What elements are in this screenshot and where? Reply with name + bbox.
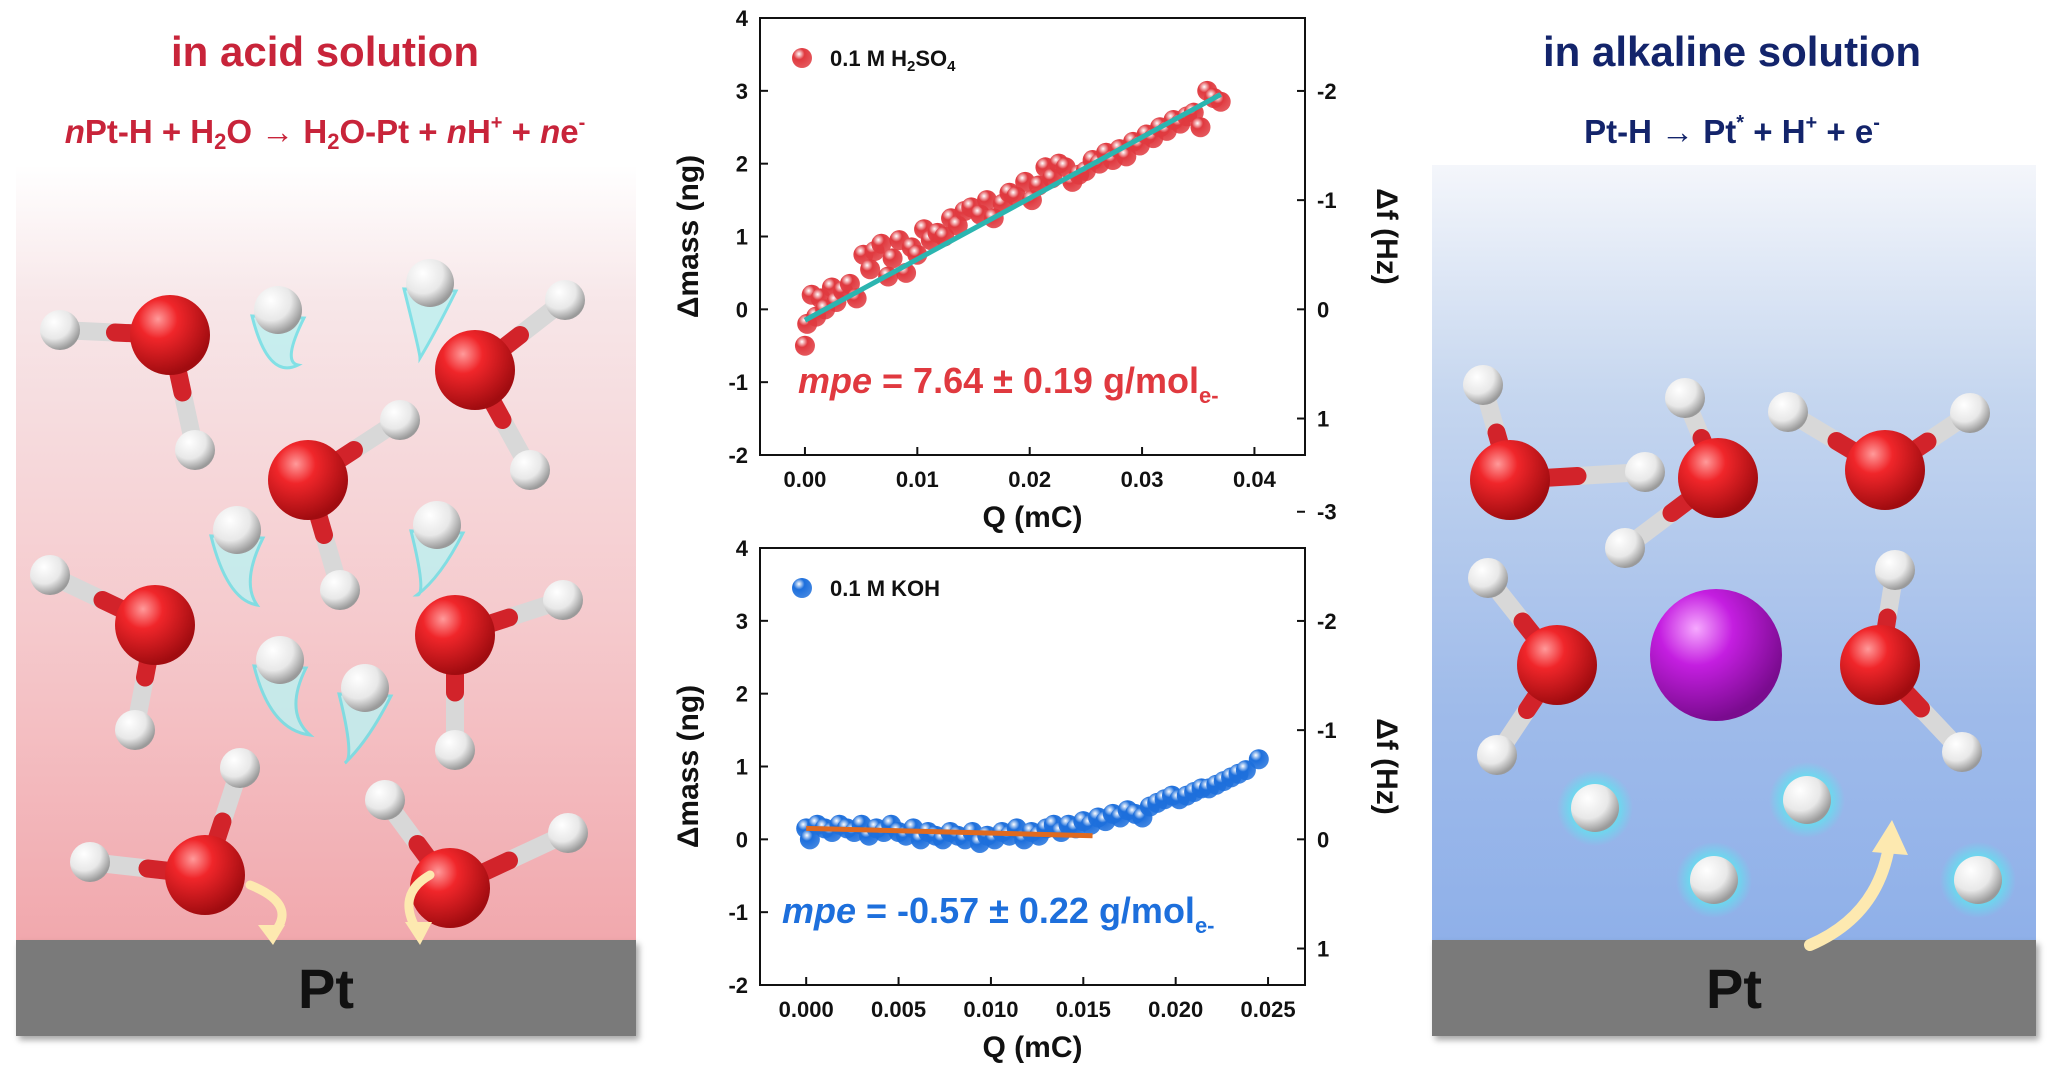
y-tick-label: 1 — [736, 225, 748, 250]
y-tick-label: 3 — [736, 79, 748, 104]
data-point — [860, 259, 881, 280]
alkaline-pt-electrode: Pt — [1432, 940, 2036, 1036]
water-molecule — [1468, 558, 1597, 775]
y-tick-label: 2 — [736, 682, 748, 707]
legend-marker — [792, 48, 812, 68]
hydronium-proton — [337, 664, 394, 765]
water-molecule — [1768, 392, 1990, 510]
y-tick-label: -2 — [728, 443, 748, 468]
acid-panel-title: in acid solution — [170, 28, 479, 75]
x-tick-label: 0.000 — [779, 997, 834, 1022]
data-point — [882, 248, 903, 269]
y2-axis-label: Δf (Hz) — [1370, 188, 1403, 285]
data-point — [1190, 117, 1211, 138]
water-molecule — [415, 580, 583, 770]
proton — [1769, 762, 1845, 838]
proton — [1940, 842, 2016, 918]
y2-axis-label: Δf (Hz) — [1370, 718, 1403, 815]
alkaline-solution-scene — [1432, 165, 2036, 940]
x-tick-label: 0.02 — [1008, 467, 1051, 492]
water-molecule — [268, 400, 420, 610]
y2-tick-label: -2 — [1317, 609, 1337, 634]
alkaline-reaction-equation: Pt-H → Pt* + H+ + e- — [1584, 112, 1880, 150]
y-tick-label: 0 — [736, 827, 748, 852]
h2so4-mpe-annotation: mpe = 7.64 ± 0.19 g/mole- — [798, 360, 1219, 408]
y2-tick-label: 0 — [1317, 297, 1329, 322]
hydronium-proton — [409, 501, 466, 597]
y2-tick-label: -1 — [1317, 188, 1337, 213]
water-molecule — [1463, 365, 1665, 520]
y-axis-label: Δmass (ng) — [672, 685, 705, 848]
x-tick-label: 0.015 — [1056, 997, 1111, 1022]
x-tick-label: 0.01 — [896, 467, 939, 492]
y2-tick-label: -3 — [1317, 500, 1337, 525]
acid-pt-electrode: Pt — [16, 940, 636, 1036]
cation-sphere — [1650, 589, 1782, 721]
y-axis-label: Δmass (ng) — [672, 155, 705, 318]
y-tick-label: -2 — [728, 973, 748, 998]
x-tick-label: 0.025 — [1241, 997, 1296, 1022]
acid-reaction-equation: nPt-H + H2O → H2O-Pt + nH+ + ne- — [64, 112, 586, 154]
y-tick-label: 4 — [736, 536, 749, 561]
y-tick-label: 3 — [736, 609, 748, 634]
water-molecule — [40, 295, 215, 470]
hydronium-proton — [252, 636, 315, 738]
fit-line — [806, 825, 1093, 839]
x-tick-label: 0.03 — [1121, 467, 1164, 492]
water-molecule — [70, 748, 260, 915]
y2-tick-label: -1 — [1317, 718, 1337, 743]
y-tick-label: 0 — [736, 297, 748, 322]
water-molecule — [365, 780, 588, 928]
y-tick-label: 2 — [736, 152, 748, 177]
y-tick-label: -1 — [728, 900, 748, 925]
x-tick-label: 0.020 — [1148, 997, 1203, 1022]
legend-marker — [792, 578, 812, 598]
data-point — [976, 190, 997, 211]
alkaline-panel-title: in alkaline solution — [1542, 28, 1922, 75]
x-axis-label: Q (mC) — [983, 1031, 1083, 1064]
data-point — [871, 233, 892, 254]
water-molecule — [30, 555, 195, 750]
y2-tick-label: 1 — [1317, 407, 1329, 432]
legend-label: 0.1 M KOH — [830, 576, 940, 601]
y2-tick-label: 1 — [1317, 937, 1329, 962]
hydronium-proton — [402, 259, 459, 364]
data-point — [794, 335, 815, 356]
fit-line — [803, 92, 1222, 323]
x-tick-label: 0.00 — [784, 467, 827, 492]
koh-mpe-annotation: mpe = -0.57 ± 0.22 g/mole- — [782, 890, 1215, 938]
data-point — [1248, 749, 1269, 770]
x-tick-label: 0.005 — [871, 997, 926, 1022]
proton — [1676, 842, 1752, 918]
up-arrow-icon — [1804, 834, 1896, 951]
legend-label: 0.1 M H2SO4 — [830, 46, 956, 75]
y-tick-label: -1 — [728, 370, 748, 395]
y-tick-label: 4 — [736, 6, 749, 31]
hydronium-proton — [209, 506, 266, 608]
water-molecule — [1840, 550, 1982, 772]
y2-tick-label: 0 — [1317, 827, 1329, 852]
x-axis-label: Q (mC) — [983, 501, 1083, 534]
hydronium-proton — [250, 286, 307, 370]
x-tick-label: 0.010 — [963, 997, 1018, 1022]
water-molecule — [1605, 378, 1758, 568]
y-tick-label: 1 — [736, 755, 748, 780]
water-molecule — [435, 280, 585, 490]
x-tick-label: 0.04 — [1233, 467, 1277, 492]
proton — [1557, 770, 1633, 846]
y2-tick-label: -2 — [1317, 79, 1337, 104]
